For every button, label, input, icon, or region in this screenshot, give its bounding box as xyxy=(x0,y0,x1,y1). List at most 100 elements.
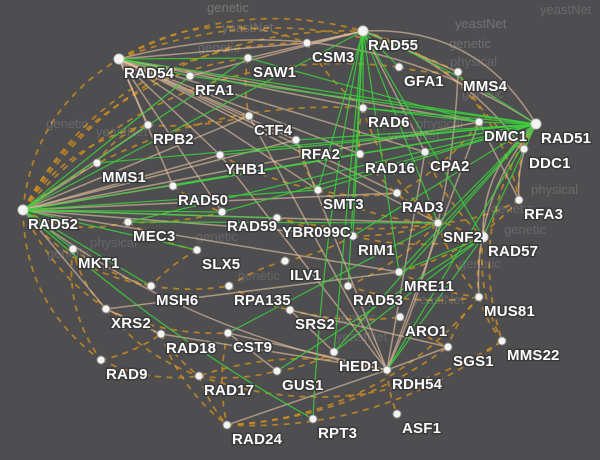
node-label-XRS2: XRS2 xyxy=(111,315,151,332)
node-RAD17[interactable] xyxy=(194,371,204,381)
node-RAD50[interactable] xyxy=(168,181,178,191)
node-RAD6[interactable] xyxy=(358,103,368,113)
node-SMT3[interactable] xyxy=(313,185,323,195)
node-RAD57[interactable] xyxy=(477,231,489,243)
edge-RAD55-SMT3 xyxy=(317,30,364,191)
network-watermark: yeastNet xyxy=(336,329,388,344)
watermarks-layer: genetic yeastNet genetic yeastNet yeastNet ge… xyxy=(46,0,592,344)
node-MMS4[interactable] xyxy=(453,67,463,77)
node-RAD18[interactable] xyxy=(156,329,166,339)
node-MKT1[interactable] xyxy=(68,244,78,254)
node-SAW1[interactable] xyxy=(243,53,253,63)
edge-RAD51-HED1 xyxy=(333,123,537,353)
node-RAD59[interactable] xyxy=(217,207,227,217)
node-label-MSH6: MSH6 xyxy=(156,292,198,309)
edge-RAD52-RIM1 xyxy=(22,209,354,237)
node-RAD53[interactable] xyxy=(343,281,353,291)
node-RAD9[interactable] xyxy=(96,355,106,365)
node-label-RDH54: RDH54 xyxy=(392,376,443,393)
node-RFA3[interactable] xyxy=(514,195,524,205)
network-watermark: yeastNet xyxy=(388,128,440,143)
edge-RAD55-SNF2 xyxy=(362,30,439,224)
node-RPA135[interactable] xyxy=(224,281,234,291)
edge-RAD24-MUS81 xyxy=(226,296,480,426)
node-CTF4[interactable] xyxy=(244,111,254,121)
edge-MEC3-RAD59 xyxy=(127,211,223,224)
node-MRE11[interactable] xyxy=(394,267,404,277)
edge-RAD52-CSM3 xyxy=(22,42,308,211)
edge-RAD16-SNF2 xyxy=(359,153,439,224)
node-MEC3[interactable] xyxy=(123,217,133,227)
edge-CST9-GUS1 xyxy=(227,332,278,372)
network-watermark: physical xyxy=(90,235,137,250)
node-RDH54[interactable] xyxy=(382,365,392,375)
node-label-RAD3: RAD3 xyxy=(402,199,444,216)
edge-ILV1-RIM1 xyxy=(284,235,354,262)
node-RAD55[interactable] xyxy=(357,25,369,37)
node-GUS1[interactable] xyxy=(272,366,282,376)
edge-RDH54-RFA2 xyxy=(295,139,388,371)
node-ARO1[interactable] xyxy=(395,312,405,322)
node-RAD16[interactable] xyxy=(355,149,365,159)
edge-RAD6-RAD16 xyxy=(358,107,364,155)
node-RFA1[interactable] xyxy=(185,71,195,81)
node-SLX5[interactable] xyxy=(192,245,202,255)
node-RIM1[interactable] xyxy=(348,231,358,241)
edge-RAD51-MUS81 xyxy=(477,123,537,298)
node-label-GUS1: GUS1 xyxy=(282,377,324,394)
node-RAD52[interactable] xyxy=(17,204,29,216)
edge-RAD52-SAW1 xyxy=(22,57,249,211)
node-RPB2[interactable] xyxy=(143,120,153,130)
edge-RAD57-MMS22 xyxy=(480,236,503,342)
node-RAD24[interactable] xyxy=(222,420,232,430)
node-SNF2[interactable] xyxy=(433,218,443,228)
node-SGS1[interactable] xyxy=(443,342,453,352)
node-YHB1[interactable] xyxy=(215,150,225,160)
edge-SRS2-SGS1 xyxy=(289,309,449,348)
node-CST9[interactable] xyxy=(223,328,233,338)
node-MMS22[interactable] xyxy=(497,336,507,346)
node-label-ASF1: ASF1 xyxy=(402,420,441,437)
node-label-RFA2: RFA2 xyxy=(301,146,340,163)
edge-RAD51-MMS22 xyxy=(488,123,537,342)
edge-CST9-RAD24 xyxy=(221,332,229,426)
node-XRS2[interactable] xyxy=(101,304,111,314)
edge-RAD55-RFA1 xyxy=(189,30,364,77)
node-ASF1[interactable] xyxy=(392,409,402,419)
edge-RAD54-DMC1 xyxy=(118,58,480,123)
node-CPA2[interactable] xyxy=(420,147,430,157)
edge-RIM1-RAD57 xyxy=(352,235,484,246)
edge-RAD24-MMS22 xyxy=(226,340,503,427)
labels-layer: RAD54 SAW1 RFA1 CSM3 RAD55 GFA1 MMS4 RAD6 DMC1 RA… xyxy=(27,36,593,450)
edge-MRE11-XRS2 xyxy=(105,271,400,310)
node-MUS81[interactable] xyxy=(474,292,484,302)
edge-RAD52-SLX5 xyxy=(22,209,198,251)
node-DMC1[interactable] xyxy=(474,117,484,127)
node-RAD51[interactable] xyxy=(530,118,542,130)
node-SRS2[interactable] xyxy=(285,305,295,315)
node-label-RAD18: RAD18 xyxy=(166,340,216,357)
edge-RAD54-CSM3 xyxy=(118,25,308,60)
node-MMS1[interactable] xyxy=(92,158,102,168)
network-watermark: genetic xyxy=(46,116,88,131)
node-RAD54[interactable] xyxy=(113,53,125,65)
node-DDC1[interactable] xyxy=(519,144,529,154)
node-GFA1[interactable] xyxy=(394,62,404,72)
node-RFA2[interactable] xyxy=(291,135,301,145)
edge-RAD52-RAD55 xyxy=(22,29,364,211)
node-MSH6[interactable] xyxy=(146,281,156,291)
node-ILV1[interactable] xyxy=(280,256,290,266)
node-RPT3[interactable] xyxy=(308,414,318,424)
edge-DMC1-SAW1 xyxy=(247,57,480,123)
node-CSM3[interactable] xyxy=(302,38,312,48)
node-label-DDC1: DDC1 xyxy=(529,155,571,172)
node-label-CSM3: CSM3 xyxy=(312,49,354,66)
node-RAD3[interactable] xyxy=(392,188,402,198)
edge-RDH54-DMC1 xyxy=(386,121,480,371)
node-YBR099C[interactable] xyxy=(272,213,282,223)
node-label-RAD53: RAD53 xyxy=(353,292,403,309)
node-HED1[interactable] xyxy=(329,347,339,357)
node-label-ARO1: ARO1 xyxy=(405,323,447,340)
